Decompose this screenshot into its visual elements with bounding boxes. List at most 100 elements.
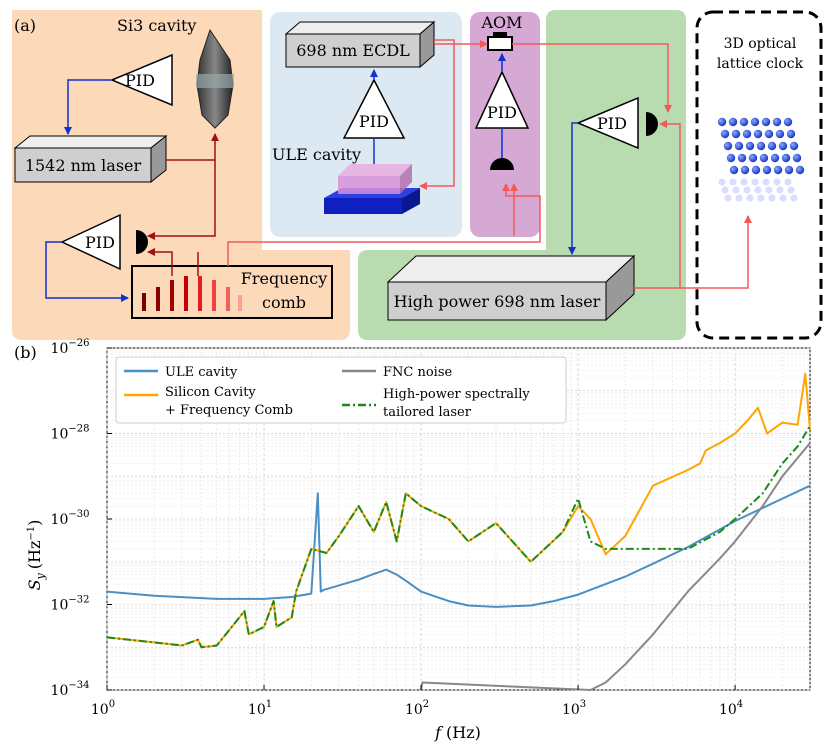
lattice-atom-faded [732,186,740,194]
legend-silicon-2: + Frequency Comb [165,403,293,418]
lattice-atom [740,165,750,175]
lattice-atom-faded [757,194,765,202]
pid-comb: PID [60,213,121,271]
legend-hp-1: High-power spectrally [383,387,530,402]
frequency-comb-box: Frequency comb [131,265,333,319]
lattice-atom-faded [743,186,751,194]
comb-label-1: Frequency [241,269,328,288]
lattice-atom-faded [784,178,792,186]
lattice-atom [753,129,763,139]
lattice-atom [792,153,802,163]
lattice-atom [756,141,766,151]
panel-a-label: (a) [14,16,36,35]
lattice-atom [729,165,739,175]
ule-cavity-label: ULE cavity [272,145,361,164]
x-tick-label: 100 [91,699,115,718]
lattice-atom-faded [779,194,787,202]
clock-region [695,10,823,340]
lattice-atom [784,165,794,175]
lattice-atom [751,165,761,175]
laser-1542-box: 1542 nm laser [13,134,168,184]
lattice-atom-faded [740,178,748,186]
legend-silicon-1: Silicon Cavity [165,385,256,400]
laser-1542-label: 1542 nm laser [25,156,142,175]
x-axis-label: f (Hz) [434,723,481,742]
panel-a: (a) Si3 cavity PID 1542 nm laser PID [12,10,823,340]
x-tick-label: 104 [719,699,743,718]
hp-laser-label: High power 698 nm laser [394,292,601,311]
lattice-atom-faded [790,194,798,202]
panel-b-label: (b) [14,343,37,362]
y-axis-ticks: 10−34 10−32 10−30 10−28 10−26 [51,338,112,699]
blue-feedback-lines [45,53,578,302]
lattice-atom [717,117,727,127]
svg-text:PID: PID [85,233,115,252]
lattice-atom-faded [729,178,737,186]
lattice-atom [737,153,747,163]
si3-cavity-label: Si3 cavity [117,16,196,35]
lattice-atom [775,129,785,139]
y-tick-label: 10−30 [51,509,90,528]
lattice-atom [745,141,755,151]
lattice-atom [728,117,738,127]
lattice-atom [767,141,777,151]
lattice-atom [789,141,799,151]
lattice-icon [717,117,805,202]
photodetector-aom-icon [490,158,514,170]
lattice-atom [731,129,741,139]
lattice-atom [720,129,730,139]
lattice-atom-faded [735,194,743,202]
lattice-atom [761,117,771,127]
x-axis-ticks: 100 101 102 103 104 [91,685,743,718]
y-axis-label: Sy(Hz−1) [25,520,47,591]
lattice-atom-faded [754,186,762,194]
photodetector-green-icon [646,112,658,136]
panel-b: (b) 100 101 102 103 104 10−34 10−32 10−30 10−28… [14,338,811,742]
series-line-2 [420,442,811,691]
y-tick-label: 10−26 [51,338,90,357]
ecdl-label: 698 nm ECDL [296,41,410,60]
lattice-atom [795,165,805,175]
series-line-3 [106,425,811,649]
x-tick-label: 101 [248,699,272,718]
svg-text:PID: PID [597,114,627,133]
clock-label-2: lattice clock [717,56,804,72]
lattice-atom [783,117,793,127]
lattice-atom [734,141,744,151]
lattice-atom-faded [718,178,726,186]
lattice-atom [770,153,780,163]
ecdl-box: 698 nm ECDL [284,20,436,69]
legend-fnc: FNC noise [383,365,453,380]
x-tick-label: 102 [405,699,429,718]
lattice-atom [773,165,783,175]
legend-ule: ULE cavity [165,365,238,380]
y-tick-label: 10−34 [51,680,90,699]
lattice-atom-faded [762,178,770,186]
y-tick-label: 10−32 [51,595,90,614]
svg-text:PID: PID [125,71,155,90]
lattice-atom [764,129,774,139]
series-line-0 [106,484,811,608]
lattice-atom-faded [751,178,759,186]
x-tick-label: 103 [562,699,586,718]
lattice-atom [781,153,791,163]
lattice-atom-faded [765,186,773,194]
lattice-atom-faded [721,186,729,194]
svg-text:PID: PID [487,103,517,122]
pid-si3: PID [110,53,173,107]
lattice-atom-faded [746,194,754,202]
series-line-1 [106,372,811,649]
lattice-atom-faded [776,186,784,194]
lattice-atom [762,165,772,175]
lattice-atom [786,129,796,139]
lattice-atom-faded [768,194,776,202]
si3-cavity-icon [196,28,234,129]
lattice-atom [742,129,752,139]
lattice-atom [772,117,782,127]
red-beam-lines [227,39,752,289]
lattice-atom-faded [724,194,732,202]
legend: ULE cavity Silicon Cavity + Frequency Co… [115,356,567,424]
lattice-atom [748,153,758,163]
traces [106,372,811,691]
svg-text:PID: PID [359,112,389,131]
